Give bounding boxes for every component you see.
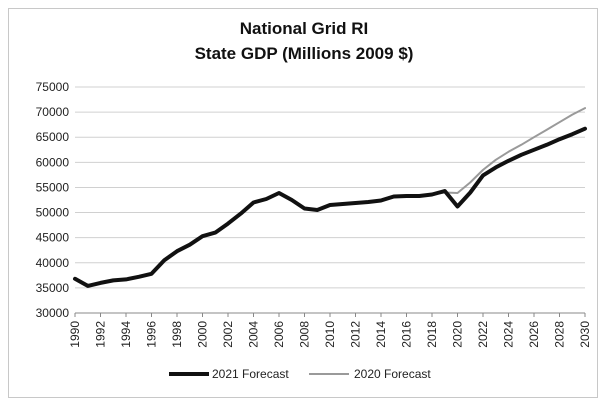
chart-subtitle: State GDP (Millions 2009 $) [195, 44, 414, 63]
x-tick-label: 2006 [272, 321, 286, 348]
legend: 2021 Forecast 2020 Forecast [169, 367, 431, 381]
x-tick-label: 2024 [502, 321, 516, 348]
y-axis-ticks: 75000 70000 65000 60000 55000 50000 45000 40000… [36, 80, 70, 320]
x-tick-label: 1992 [94, 321, 108, 348]
x-tick-label: 2028 [553, 321, 567, 348]
chart-svg: National Grid RI State GDP (Millions 200… [36, 19, 592, 381]
grid-layer [75, 86, 585, 314]
chart-frame: National Grid RI State GDP (Millions 200… [8, 8, 598, 398]
x-axis-ticks: 1990 1992 1994 1996 1998 2000 2002 2004 2006 2008… [68, 313, 592, 348]
x-tick-label: 2012 [349, 321, 363, 348]
y-tick-label: 55000 [36, 180, 70, 194]
y-tick-label: 65000 [36, 130, 70, 144]
x-tick-label: 2018 [425, 321, 439, 348]
x-tick-label: 2020 [451, 321, 465, 348]
series-layer [73, 107, 587, 288]
y-tick-label: 75000 [36, 80, 70, 94]
y-tick-label: 45000 [36, 231, 70, 245]
y-tick-label: 30000 [36, 306, 70, 320]
x-tick-label: 1998 [170, 321, 184, 348]
x-tick-label: 2022 [476, 321, 490, 348]
x-tick-label: 2026 [527, 321, 541, 348]
series-line-2021-forecast [73, 126, 587, 288]
x-tick-label: 2004 [247, 321, 261, 348]
y-tick-label: 40000 [36, 256, 70, 270]
x-tick-label: 1996 [145, 321, 159, 348]
x-tick-label: 2016 [400, 321, 414, 348]
x-tick-label: 2030 [578, 321, 592, 348]
y-tick-label: 60000 [36, 155, 70, 169]
x-tick-label: 1994 [119, 321, 133, 348]
chart-title: National Grid RI [240, 19, 368, 38]
y-tick-label: 50000 [36, 206, 70, 220]
x-tick-label: 2002 [221, 321, 235, 348]
x-tick-label: 2000 [196, 321, 210, 348]
series-line-2020-forecast [74, 107, 586, 287]
legend-label-2020: 2020 Forecast [354, 367, 431, 381]
y-tick-label: 70000 [36, 105, 70, 119]
x-tick-label: 2008 [298, 321, 312, 348]
x-tick-label: 2010 [323, 321, 337, 348]
x-tick-label: 1990 [68, 321, 82, 348]
legend-label-2021: 2021 Forecast [212, 367, 289, 381]
y-tick-label: 35000 [36, 281, 70, 295]
x-tick-label: 2014 [374, 321, 388, 348]
